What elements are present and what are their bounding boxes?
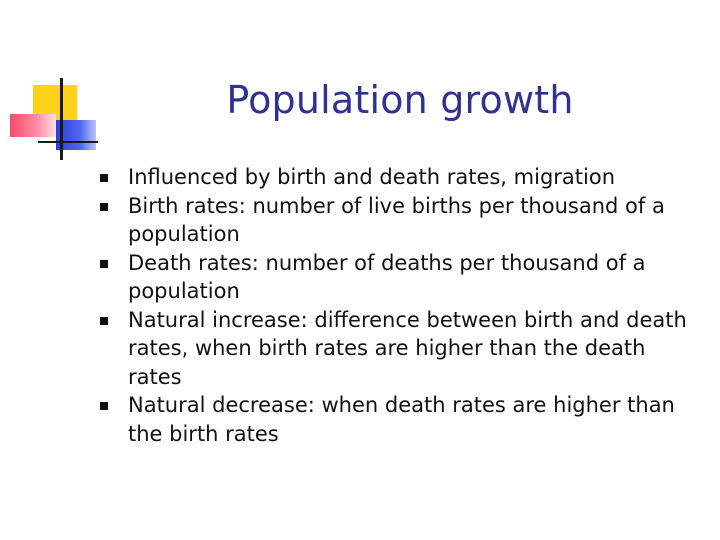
slide-title: Population growth bbox=[226, 78, 574, 122]
slide-logo-icon bbox=[0, 0, 110, 170]
bullet-text: Influenced by birth and death rates, mig… bbox=[128, 165, 616, 189]
bullet-item: Influenced by birth and death rates, mig… bbox=[96, 163, 696, 192]
square-bullet-icon bbox=[100, 174, 108, 182]
square-bullet-icon bbox=[100, 259, 108, 268]
bullet-text: Natural increase: difference between bir… bbox=[128, 307, 687, 389]
logo-vertical-line bbox=[60, 78, 63, 160]
bullet-text: Death rates: number of deaths per thousa… bbox=[128, 250, 646, 304]
logo-horizontal-line bbox=[38, 141, 98, 143]
bullet-text: Natural decrease: when death rates are h… bbox=[128, 393, 675, 446]
square-bullet-icon bbox=[100, 202, 108, 211]
bullet-item: Natural increase: difference between bir… bbox=[96, 306, 696, 392]
bullet-text: Birth rates: number of live births per t… bbox=[128, 193, 665, 247]
square-bullet-icon bbox=[100, 316, 108, 325]
logo-red-bar bbox=[10, 114, 56, 137]
square-bullet-icon bbox=[100, 402, 108, 410]
bullet-item: Birth rates: number of live births per t… bbox=[96, 192, 696, 249]
bullet-list: Influenced by birth and death rates, mig… bbox=[96, 163, 696, 448]
bullet-item: Natural decrease: when death rates are h… bbox=[96, 391, 696, 448]
bullet-item: Death rates: number of deaths per thousa… bbox=[96, 249, 696, 306]
